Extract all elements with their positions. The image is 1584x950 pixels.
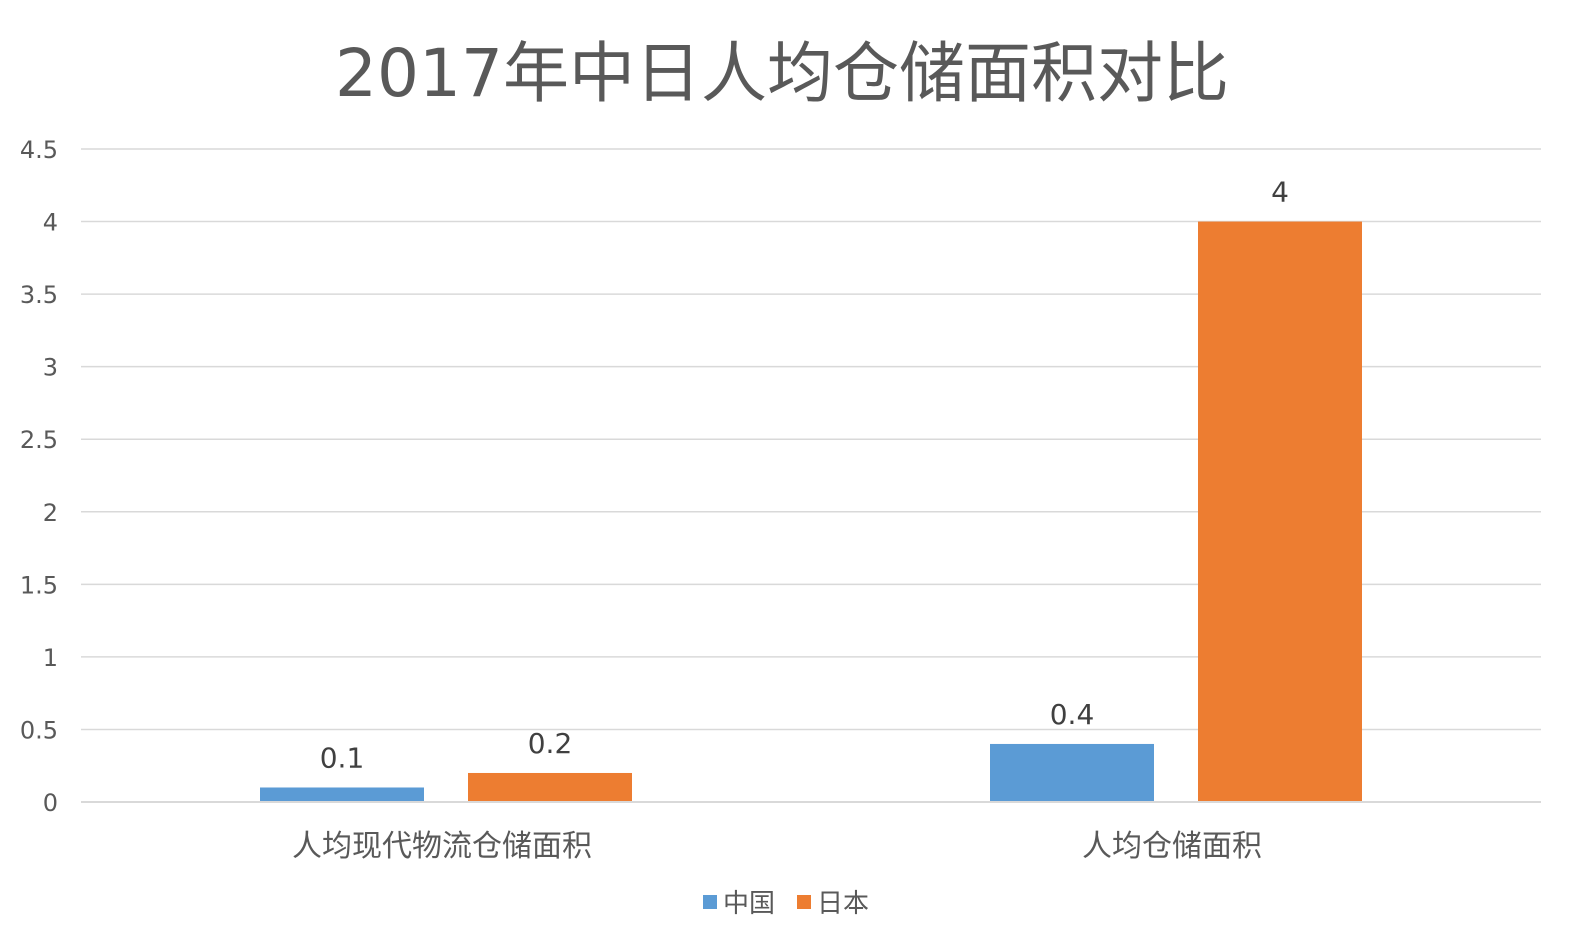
y-tick-label-5: 2.5 [20,426,58,454]
y-tick-label-1: 0.5 [20,716,58,744]
y-tick-label-9: 4.5 [20,136,58,164]
gridlines [81,148,1541,803]
legend-label-0: 中国 [723,889,775,919]
bar-japan-0[interactable] [468,772,632,802]
y-axis-tick-labels: 0 0.5 1 1.5 2 2.5 3 3.5 4 4.5 [20,136,58,817]
y-tick-label-0: 0 [43,789,58,817]
legend[interactable]: 中国 日本 [703,889,869,919]
data-labels: 0.1 0.2 0.4 4 [320,176,1289,775]
data-label-0-1: 0.4 [1050,698,1095,731]
legend-label-1: 日本 [817,889,869,919]
y-tick-label-3: 1.5 [20,571,58,599]
y-tick-label-8: 4 [43,209,58,237]
legend-item-china[interactable]: 中国 [703,889,775,919]
y-tick-label-6: 3 [43,354,58,382]
bar-china-0[interactable] [260,787,424,802]
data-label-1-1: 4 [1271,176,1289,209]
bars [260,221,1362,803]
y-tick-label-2: 1 [43,644,58,672]
legend-swatch-0 [703,895,717,909]
category-label-1: 人均仓储面积 [1082,829,1262,864]
x-axis-category-labels: 人均现代物流仓储面积 人均仓储面积 [81,801,1541,864]
bar-china-1[interactable] [990,743,1154,802]
data-label-1-0: 0.2 [528,727,573,760]
bar-japan-1[interactable] [1198,221,1362,803]
data-label-0-0: 0.1 [320,741,365,774]
legend-item-japan[interactable]: 日本 [797,889,869,919]
chart-title: 2017年中日人均仓储面积对比 [335,35,1229,112]
category-label-0: 人均现代物流仓储面积 [292,829,592,864]
y-tick-label-7: 3.5 [20,281,58,309]
legend-swatch-1 [797,895,811,909]
y-tick-label-4: 2 [43,499,58,527]
